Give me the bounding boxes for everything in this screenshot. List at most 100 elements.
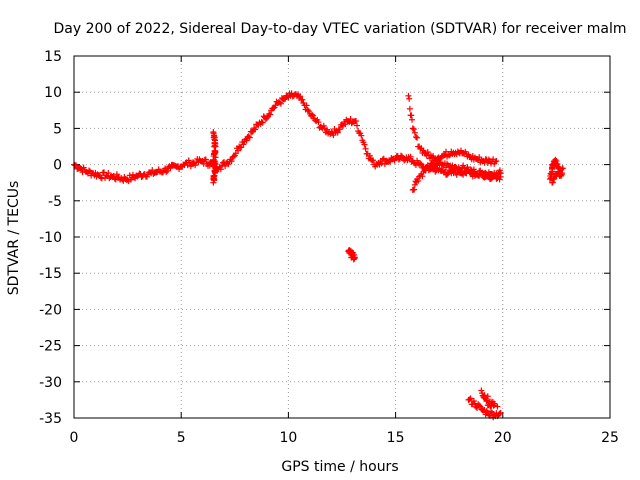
- point-main-trace: [240, 141, 247, 148]
- point-lower-branch: [483, 173, 490, 180]
- point-main-trace: [86, 167, 93, 174]
- point-lower-branch: [411, 186, 418, 193]
- point-main-trace: [432, 168, 439, 175]
- point-upper-branch: [405, 92, 412, 99]
- point-main-trace: [352, 118, 359, 125]
- point-main-trace: [299, 96, 306, 103]
- point-main-trace: [453, 171, 460, 178]
- point-main-trace: [444, 171, 451, 178]
- point-main-trace: [320, 122, 327, 129]
- point-cross-19h: [466, 396, 473, 403]
- point-main-trace: [362, 145, 369, 152]
- point-main-trace: [153, 169, 160, 176]
- point-cross-19h: [467, 395, 474, 402]
- grid: [74, 56, 610, 418]
- y-tick-label: 15: [44, 49, 62, 65]
- point-lower-branch: [478, 170, 485, 177]
- point-upper-branch: [429, 154, 436, 161]
- point-upper-branch: [412, 133, 419, 140]
- point-lower-branch: [484, 172, 491, 179]
- point-main-trace: [222, 163, 229, 170]
- point-main-trace: [417, 160, 424, 167]
- y-tick-label: -30: [39, 375, 62, 391]
- point-main-trace: [243, 137, 250, 144]
- point-main-trace: [303, 102, 310, 109]
- point-main-trace: [248, 129, 255, 136]
- point-main-trace: [381, 161, 388, 168]
- point-main-trace: [110, 172, 117, 179]
- point-main-trace: [330, 132, 337, 139]
- point-main-trace: [113, 171, 120, 178]
- point-main-trace: [366, 152, 373, 159]
- point-end-cluster-22.5h: [558, 166, 565, 173]
- point-lower-branch: [425, 167, 432, 174]
- y-tick-label: -25: [39, 339, 62, 355]
- point-upper-branch: [411, 129, 418, 136]
- point-spike-at-6.5h: [211, 143, 218, 150]
- point-main-trace: [164, 167, 171, 174]
- point-lower-branch: [474, 171, 481, 178]
- point-cross-19h: [477, 403, 484, 410]
- point-main-trace: [167, 165, 174, 172]
- point-upper-branch: [476, 154, 483, 161]
- point-upper-branch: [414, 134, 421, 141]
- point-lower-branch: [430, 159, 437, 166]
- point-cross-19h: [471, 400, 478, 407]
- point-main-trace: [262, 116, 269, 123]
- point-lower-branch: [460, 162, 467, 169]
- y-tick-label: -15: [39, 266, 62, 282]
- point-main-trace: [347, 116, 354, 123]
- point-main-trace: [361, 141, 368, 148]
- point-main-trace: [259, 119, 266, 126]
- point-main-trace: [407, 153, 414, 160]
- point-lower-branch: [415, 177, 422, 184]
- point-main-trace: [378, 160, 385, 167]
- point-main-trace: [202, 156, 209, 163]
- point-lower-branch: [479, 169, 486, 176]
- plot-frame: [73, 55, 611, 419]
- y-tick-label: -20: [39, 302, 62, 318]
- point-main-trace: [336, 126, 343, 133]
- chart-title: Day 200 of 2022, Sidereal Day-to-day VTE…: [54, 21, 627, 37]
- point-main-trace: [276, 99, 283, 106]
- point-main-trace: [308, 111, 315, 118]
- point-main-trace: [358, 132, 365, 139]
- point-main-trace: [379, 156, 386, 163]
- x-axis-label: GPS time / hours: [281, 459, 398, 475]
- point-end-cluster-22.5h: [553, 172, 560, 179]
- point-main-trace: [192, 162, 199, 169]
- point-main-trace: [342, 121, 349, 128]
- point-upper-branch: [492, 158, 499, 165]
- point-upper-branch: [446, 152, 453, 159]
- point-main-trace: [235, 147, 242, 154]
- point-lower-branch: [461, 165, 468, 172]
- point-lower-branch: [475, 172, 482, 179]
- data-points: [71, 90, 566, 421]
- point-spike-at-6.5h: [210, 176, 217, 183]
- point-main-trace: [230, 153, 237, 160]
- point-cross-19h: [496, 410, 503, 417]
- point-main-trace: [395, 156, 402, 163]
- point-main-trace: [304, 106, 311, 113]
- point-main-trace: [334, 129, 341, 136]
- y-tick-label: 0: [53, 158, 62, 174]
- point-main-trace: [354, 122, 361, 129]
- point-upper-branch: [409, 125, 416, 132]
- point-cross-19h: [488, 408, 495, 415]
- point-main-trace: [370, 157, 377, 164]
- point-spike-at-6.5h: [211, 168, 218, 175]
- point-main-trace: [228, 158, 235, 165]
- point-lower-branch: [419, 173, 426, 180]
- y-tick-label: -10: [39, 230, 62, 246]
- point-main-trace: [252, 126, 259, 133]
- point-main-trace: [270, 105, 277, 112]
- point-main-trace: [217, 166, 224, 173]
- y-tick-label: 5: [53, 121, 62, 137]
- point-spike-at-6.5h: [211, 150, 218, 157]
- point-upper-branch: [420, 147, 427, 154]
- point-lower-branch: [485, 169, 492, 176]
- point-lower-branch: [464, 164, 471, 171]
- point-main-trace: [310, 112, 317, 119]
